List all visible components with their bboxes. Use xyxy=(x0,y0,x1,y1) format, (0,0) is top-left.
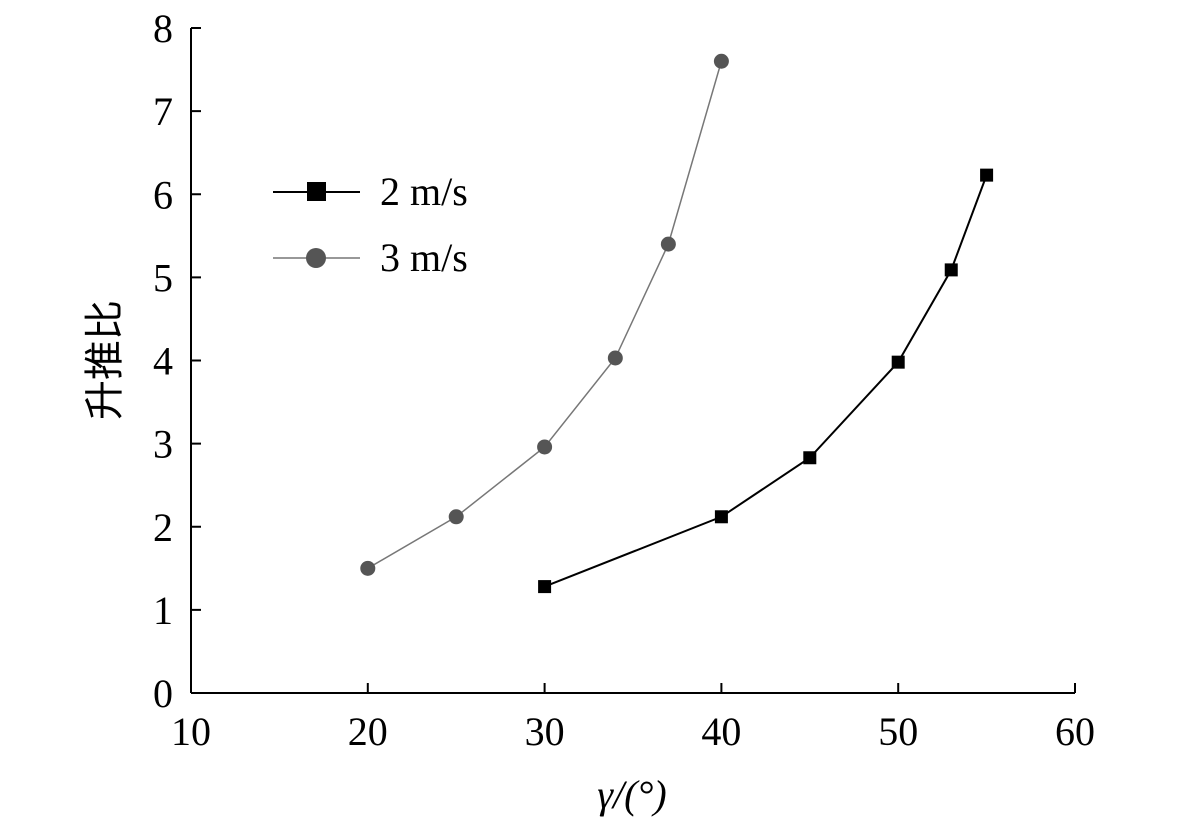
y-tick-label: 6 xyxy=(153,172,173,217)
y-tick-label: 8 xyxy=(153,6,173,51)
legend: 2 m/s 3 m/s xyxy=(273,169,468,280)
x-tick-label: 40 xyxy=(701,709,741,754)
x-tick-label: 50 xyxy=(878,709,918,754)
data-point-circle xyxy=(448,509,464,525)
data-point-square xyxy=(980,168,994,182)
data-point-circle xyxy=(660,236,676,252)
x-tick-label: 30 xyxy=(525,709,565,754)
series-2-line xyxy=(367,61,723,569)
x-tick-label: 10 xyxy=(171,709,211,754)
data-point-square xyxy=(538,580,552,594)
series-2 xyxy=(360,53,729,576)
legend-marker-circle xyxy=(306,248,326,268)
axes: 10 20 30 40 50 60 0 1 2 3 4 5 6 7 8 xyxy=(153,6,1095,754)
y-tick-label: 4 xyxy=(153,339,173,384)
data-point-circle xyxy=(360,560,376,576)
x-ticks: 10 20 30 40 50 60 xyxy=(171,683,1095,754)
legend-marker-square xyxy=(307,182,326,201)
data-point-circle xyxy=(607,350,623,366)
series-1 xyxy=(538,168,994,594)
y-axis-title: 升推比 xyxy=(82,300,127,420)
x-tick-label: 20 xyxy=(348,709,388,754)
legend-label-series-2: 3 m/s xyxy=(380,235,468,280)
data-point-square xyxy=(714,510,728,524)
legend-item-series-1: 2 m/s xyxy=(273,169,468,214)
x-tick-label: 60 xyxy=(1055,709,1095,754)
y-tick-label: 5 xyxy=(153,255,173,300)
data-point-square xyxy=(944,263,958,277)
x-axis-title: γ/(°) xyxy=(597,772,667,817)
y-ticks: 0 1 2 3 4 5 6 7 8 xyxy=(153,6,201,716)
y-tick-label: 7 xyxy=(153,89,173,134)
data-point-circle xyxy=(713,53,729,69)
legend-item-series-2: 3 m/s xyxy=(273,235,468,280)
y-tick-label: 1 xyxy=(153,588,173,633)
series-1-line xyxy=(544,174,988,588)
data-point-circle xyxy=(537,439,553,455)
y-tick-label: 2 xyxy=(153,505,173,550)
data-point-square xyxy=(803,451,817,465)
y-tick-label: 0 xyxy=(153,671,173,716)
legend-label-series-1: 2 m/s xyxy=(380,169,468,214)
y-tick-label: 3 xyxy=(153,422,173,467)
data-point-square xyxy=(891,355,905,369)
series-layer xyxy=(360,53,994,594)
